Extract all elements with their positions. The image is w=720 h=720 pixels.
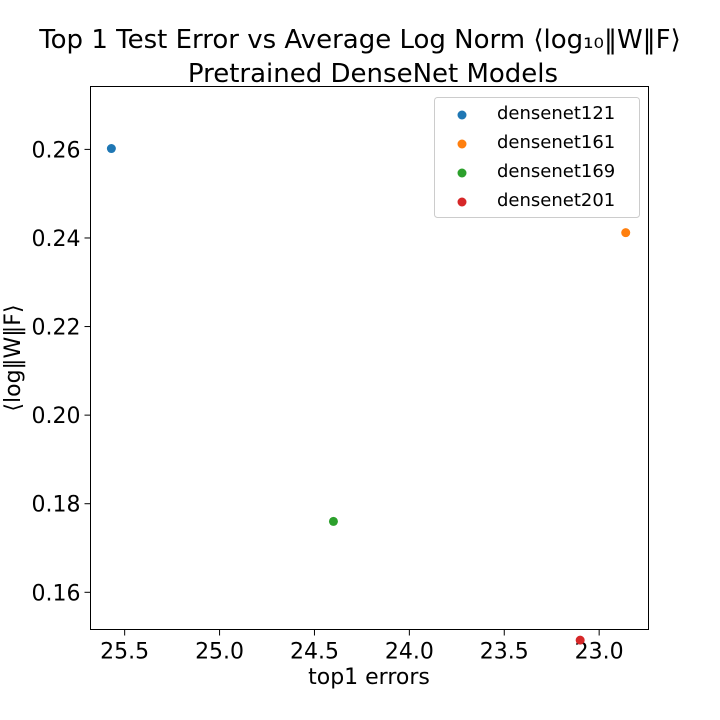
y-tick-label: 0.20 — [32, 404, 81, 429]
plot-frame — [90, 86, 649, 630]
legend-marker-densenet169 — [457, 168, 467, 178]
legend-label-densenet161: densenet161 — [497, 132, 615, 153]
x-axis-label: top1 errors — [308, 665, 430, 690]
x-tick-label: 24.5 — [290, 640, 339, 665]
data-point-densenet201 — [575, 635, 585, 645]
x-tick-label: 25.5 — [100, 640, 149, 665]
y-axis-label: ⟨log‖W‖F⟩ — [1, 304, 26, 411]
y-tick-label: 0.24 — [32, 227, 81, 252]
x-axis: 25.5 25.0 24.5 24.0 23.5 23.0 — [100, 629, 624, 665]
y-tick-label: 0.22 — [32, 316, 81, 341]
legend-label-densenet121: densenet121 — [497, 103, 615, 124]
y-tick-label: 0.16 — [32, 581, 81, 606]
chart-subtitle: Pretrained DenseNet Models — [188, 59, 558, 89]
legend-marker-densenet121 — [457, 110, 467, 120]
x-tick-label: 24.0 — [385, 640, 434, 665]
legend-marker-densenet161 — [457, 139, 467, 149]
data-point-densenet121 — [106, 144, 116, 154]
legend-label-densenet201: densenet201 — [497, 190, 615, 211]
y-tick-label: 0.18 — [32, 493, 81, 518]
data-point-densenet169 — [328, 516, 338, 526]
chart-title: Top 1 Test Error vs Average Log Norm ⟨lo… — [38, 25, 681, 55]
legend-label-densenet169: densenet169 — [497, 161, 615, 182]
x-tick-label: 23.5 — [480, 640, 529, 665]
data-point-densenet161 — [621, 228, 631, 238]
legend-marker-densenet201 — [457, 197, 467, 207]
data-points — [106, 144, 631, 645]
y-axis: 0.16 0.18 0.20 0.22 0.24 0.26 — [32, 138, 91, 606]
y-tick-label: 0.26 — [32, 138, 81, 163]
x-tick-label: 25.0 — [195, 640, 244, 665]
legend: densenet121 densenet161 densenet169 densene… — [434, 97, 640, 218]
legend-box — [434, 97, 640, 218]
